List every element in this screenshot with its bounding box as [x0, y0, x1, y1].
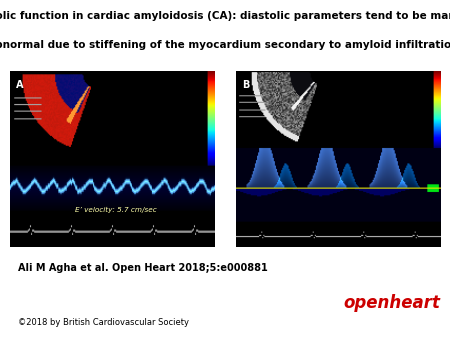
Text: ©2018 by British Cardiovascular Society: ©2018 by British Cardiovascular Society — [18, 318, 189, 327]
Text: Ali M Agha et al. Open Heart 2018;5:e000881: Ali M Agha et al. Open Heart 2018;5:e000… — [18, 263, 268, 273]
Text: E’ velocity: 5.7 cm/sec: E’ velocity: 5.7 cm/sec — [76, 207, 157, 213]
Text: Diastolic function in cardiac amyloidosis (CA): diastolic parameters tend to be : Diastolic function in cardiac amyloidosi… — [0, 11, 450, 21]
Text: abnormal due to stiffening of the myocardium secondary to amyloid infiltration.: abnormal due to stiffening of the myocar… — [0, 40, 450, 50]
Text: B: B — [243, 80, 250, 90]
Text: A: A — [16, 80, 23, 90]
Text: openheart: openheart — [343, 294, 440, 312]
